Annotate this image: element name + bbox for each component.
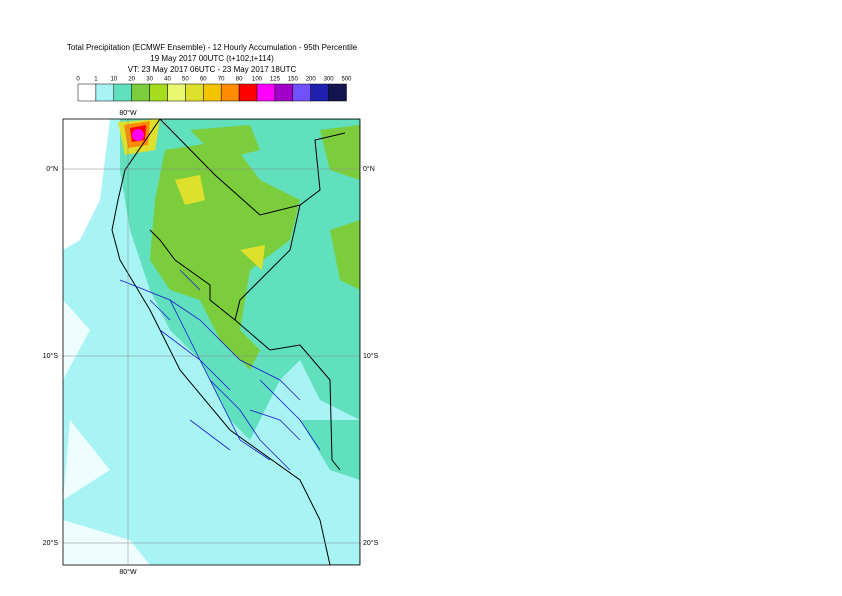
legend-label: 100 [252, 77, 263, 83]
legend-label: 30 [146, 77, 153, 83]
latitude-label: 20°S [43, 539, 59, 547]
legend-label: 50 [182, 77, 189, 83]
latitude-label: 10°S [43, 352, 59, 360]
legend-swatch [256, 83, 276, 102]
legend-label: 200 [306, 77, 317, 83]
legend-label: 70 [218, 77, 225, 83]
legend-swatch [274, 83, 294, 102]
legend-swatch [167, 83, 186, 102]
legend-label: 500 [341, 77, 352, 83]
legend-swatch [77, 83, 97, 102]
legend-swatch [328, 83, 347, 102]
longitude-label: 80°W [119, 109, 137, 117]
legend-swatch [203, 83, 222, 102]
legend-label: 0 [76, 77, 80, 83]
legend-label: 20 [128, 77, 135, 83]
title-line: Total Precipitation (ECMWF Ensemble) - 1… [67, 43, 358, 52]
legend-swatch [95, 83, 115, 102]
legend-label: 80 [236, 77, 243, 83]
legend-swatch [131, 83, 150, 102]
legend-swatch [310, 83, 329, 102]
legend-swatch [220, 83, 240, 102]
legend-label: 1 [94, 77, 98, 83]
legend-swatch [185, 83, 204, 102]
legend-swatch [149, 83, 168, 102]
legend-label: 60 [200, 77, 207, 83]
title-line: VT: 23 May 2017 06UTC - 23 May 2017 18UT… [128, 65, 297, 74]
legend-label: 125 [270, 77, 281, 83]
legend-swatch [238, 83, 258, 102]
legend-label: 150 [288, 77, 299, 83]
map-frame [62, 118, 361, 566]
latitude-label: 0°N [363, 165, 375, 173]
latitude-label: 20°S [363, 539, 379, 547]
legend-swatch [292, 83, 311, 102]
precip-field [63, 119, 360, 565]
legend-label: 10 [110, 77, 117, 83]
legend-label: 40 [164, 77, 171, 83]
longitude-label: 80°W [119, 568, 137, 576]
title-line: 19 May 2017 00UTC (t+102,t+114) [150, 54, 274, 63]
legend-label: 300 [324, 77, 335, 83]
latitude-label: 0°N [46, 165, 58, 173]
legend-swatch [113, 83, 132, 102]
latitude-label: 10°S [363, 352, 379, 360]
